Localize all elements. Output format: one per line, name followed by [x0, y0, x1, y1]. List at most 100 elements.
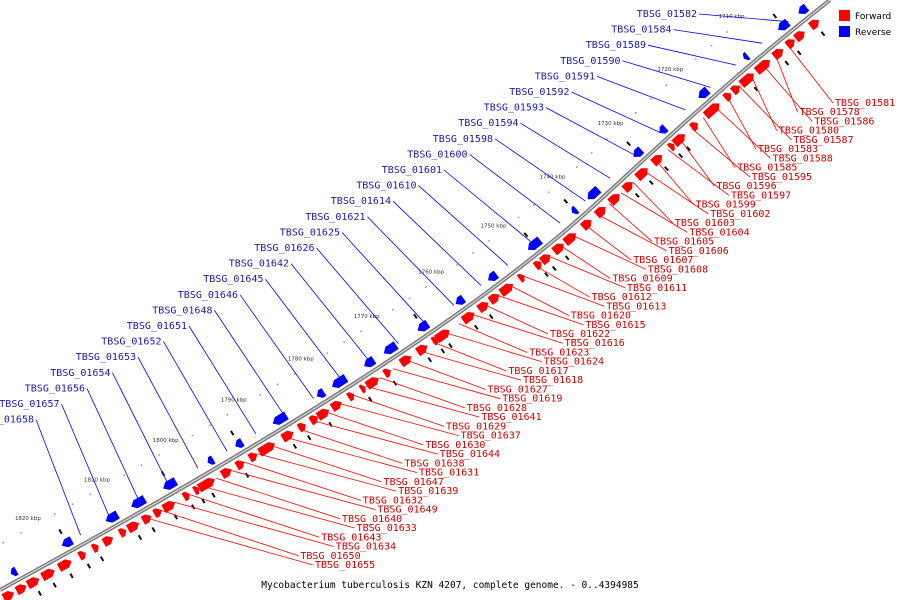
reverse-gene: [417, 319, 431, 332]
feature-stub: [784, 60, 790, 66]
reverse-leader-line: [392, 200, 482, 286]
reverse-gene: [798, 3, 810, 14]
reverse-gene-label: TBSG_01600: [407, 149, 467, 160]
track-dot: [590, 152, 593, 154]
track-dot: [326, 352, 329, 354]
feature-stub: [796, 50, 802, 56]
forward-gene: [280, 430, 294, 443]
forward-leader-line: [679, 138, 715, 187]
track-dot: [209, 424, 211, 427]
reverse-leader-line: [86, 388, 140, 503]
reverse-leader-line: [647, 44, 737, 66]
forward-gene: [498, 283, 514, 297]
forward-gene-label: TBSG_01620: [571, 311, 631, 322]
forward-gene-label: TBSG_01580: [779, 126, 839, 137]
map-caption: Mycobacterium tuberculosis KZN 4207, com…: [261, 580, 639, 591]
reverse-leader-line: [673, 29, 763, 44]
feature-stub: [328, 421, 333, 428]
reverse-gene: [364, 356, 377, 368]
forward-gene-label: TBSG_01629: [446, 421, 506, 432]
forward-gene-label: TBSG_01644: [440, 449, 500, 460]
forward-gene: [666, 142, 676, 152]
feature-stub: [191, 504, 196, 510]
forward-leader-line: [560, 245, 611, 279]
forward-leader-line: [484, 304, 549, 335]
kbp-tick-label: 1730 kbp: [598, 121, 624, 127]
track-dot: [53, 513, 56, 515]
forward-leader-line: [432, 341, 507, 372]
reverse-leader-line: [239, 294, 314, 399]
track-dot: [20, 531, 22, 534]
feature-stub: [626, 141, 632, 147]
forward-gene-label: TBSG_01632: [363, 495, 423, 506]
forward-gene: [152, 508, 162, 519]
reverse-gene-label: TBSG_01652: [101, 337, 161, 348]
forward-gene-label: TBSG_01647: [384, 477, 444, 488]
track-dot: [650, 98, 652, 100]
reverse-gene-label: TBSG_01614: [331, 196, 391, 207]
forward-gene: [688, 122, 698, 132]
forward-gene: [516, 273, 525, 283]
feature-stub: [211, 492, 216, 498]
reverse-leader-line: [596, 76, 686, 111]
forward-gene: [234, 460, 245, 471]
forward-leader-line: [284, 436, 418, 473]
reverse-gene-label: TBSG_01657: [0, 399, 60, 410]
reverse-leader-line: [571, 91, 661, 133]
reverse-leader-line: [698, 13, 789, 23]
forward-gene: [90, 543, 99, 553]
reverse-gene: [698, 86, 711, 99]
forward-leader-line: [147, 517, 314, 566]
feature-stub: [523, 232, 529, 238]
feature-stub: [427, 357, 433, 363]
forward-gene-label: TBSG_01633: [357, 523, 417, 534]
forward-gene: [593, 207, 606, 219]
forward-gene: [247, 452, 258, 463]
track-dot: [575, 166, 578, 168]
forward-gene: [181, 491, 190, 502]
feature-stub: [137, 534, 143, 541]
forward-gene-label: TBSG_01612: [592, 292, 652, 303]
reverse-leader-line: [61, 403, 111, 519]
track-dot: [533, 204, 535, 206]
forward-gene: [14, 584, 27, 596]
feature-stub: [664, 166, 669, 172]
reverse-gene-label: TBSG_01658: [0, 415, 34, 426]
reverse-leader-line: [367, 216, 455, 306]
reverse-leader-line: [418, 185, 509, 266]
forward-gene-label: TBSG_01623: [529, 347, 589, 358]
feature-stub: [544, 272, 549, 278]
forward-leader-line: [161, 510, 299, 557]
reverse-gene-label: TBSG_01610: [356, 181, 416, 192]
track-dot: [2, 541, 5, 544]
forward-leader-line: [202, 486, 355, 529]
forward-gene-label: TBSG_01608: [648, 264, 708, 275]
reverse-leader-line: [316, 247, 399, 344]
forward-gene: [346, 392, 355, 402]
reverse-gene-label: TBSG_01582: [637, 9, 697, 20]
track-dot: [726, 31, 729, 33]
reverse-gene: [778, 18, 791, 31]
forward-leader-line: [188, 494, 320, 538]
feature-stub: [173, 514, 179, 520]
genome-backbone-highlight: [0, 0, 831, 591]
reverse-gene-label: TBSG_01625: [280, 227, 340, 238]
forward-gene: [40, 568, 55, 582]
forward-gene: [607, 194, 620, 206]
reverse-gene: [10, 566, 19, 577]
forward-gene: [101, 536, 114, 547]
reverse-gene-label: TBSG_01653: [76, 352, 136, 363]
feature-stub: [58, 528, 63, 535]
feature-stub: [86, 563, 91, 569]
reverse-leader-line: [214, 310, 286, 417]
forward-gene-label: TBSG_01650: [300, 551, 360, 562]
kbp-tick-label: 1770 kbp: [354, 314, 380, 320]
forward-gene-label: TBSG_01643: [321, 532, 381, 543]
reverse-gene-label: TBSG_01594: [458, 118, 518, 129]
reverse-leader-line: [341, 232, 427, 325]
feature-stub: [244, 472, 250, 478]
forward-gene-label: TBSG_01616: [565, 338, 625, 349]
reverse-leader-line: [494, 138, 586, 202]
forward-gene-label: TBSG_01595: [752, 172, 812, 183]
